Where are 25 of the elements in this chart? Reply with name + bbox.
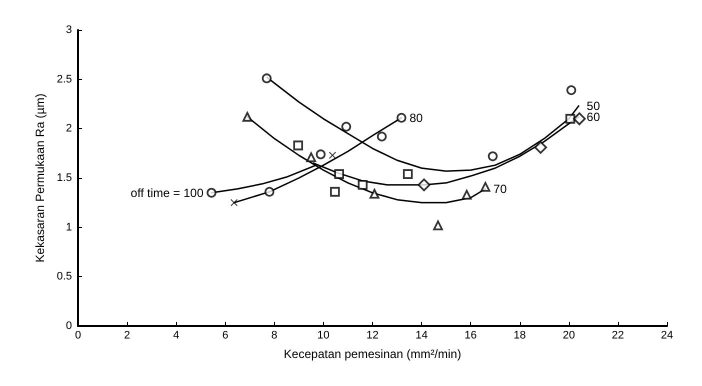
y-tick-label: 2.5 — [56, 73, 72, 86]
x-tick-label: 12 — [366, 330, 379, 342]
x-axis-title: Kecepatan pemesinan (mm²/min) — [284, 347, 462, 361]
series-label: off time = 100 — [130, 186, 204, 200]
x-tick-label: 0 — [74, 330, 82, 342]
x-tick-label: 2 — [124, 330, 130, 342]
x-tick-label: 6 — [222, 330, 228, 342]
x-tick-label: 22 — [612, 330, 624, 342]
y-tick-label: 1 — [66, 221, 72, 234]
x-tick-label: 4 — [173, 330, 180, 342]
x-tick-label: 18 — [514, 330, 526, 342]
y-tick-label: 1.5 — [56, 172, 72, 184]
y-tick-label: 0 — [66, 320, 72, 332]
series-label: 70 — [493, 182, 508, 196]
y-tick-label: 3 — [66, 24, 72, 36]
y-axis-title: Kekasaran Permukaan Ra (µm) — [32, 94, 47, 262]
x-tick-label: 10 — [317, 330, 330, 342]
x-tick-label: 14 — [415, 330, 428, 342]
x-tick-label: 8 — [271, 330, 278, 342]
x-tick-label: 16 — [464, 330, 477, 342]
y-tick-label: 0.5 — [56, 270, 72, 283]
x-tick-label: 24 — [660, 330, 674, 342]
x-tick-label: 20 — [562, 330, 575, 342]
y-tick-label: 2 — [66, 122, 72, 135]
series-label: 80 — [409, 110, 424, 125]
